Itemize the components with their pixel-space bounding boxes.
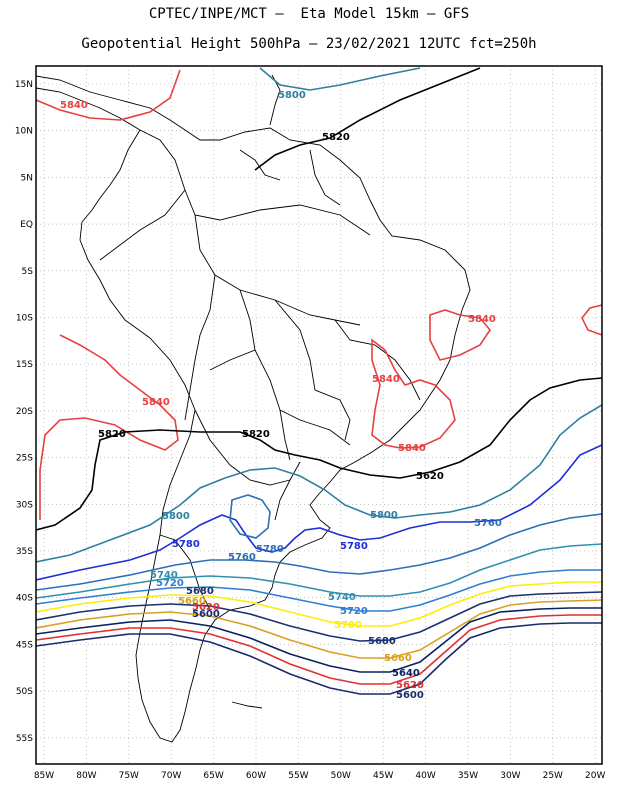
lon-label: 65W bbox=[203, 771, 223, 781]
label-5760-e: 5760 bbox=[474, 518, 502, 529]
lon-label: 40W bbox=[415, 771, 435, 781]
label-5740-e: 5740 bbox=[328, 592, 356, 603]
label-5760-c: 5760 bbox=[228, 552, 256, 563]
label-5780-w: 5780 bbox=[172, 539, 200, 550]
contour-5840-far-e bbox=[581, 304, 602, 336]
contour-5640 bbox=[36, 607, 602, 673]
label-5800-w: 5800 bbox=[162, 511, 190, 522]
label-5680-w: 5680 bbox=[186, 586, 214, 597]
contour-5800 bbox=[36, 404, 602, 563]
contour-5700 bbox=[36, 581, 602, 627]
lon-label: 50W bbox=[331, 771, 351, 781]
coastline bbox=[36, 74, 471, 743]
label-5840-w: 5840 bbox=[142, 397, 170, 408]
lat-label: EQ bbox=[20, 220, 33, 230]
label-5820-c: 5820 bbox=[242, 429, 270, 440]
label-5800-n: 5800 bbox=[278, 90, 306, 101]
label-5820-w: 5820 bbox=[98, 429, 126, 440]
label-5700-e: 5700 bbox=[334, 620, 362, 631]
contour-5620 bbox=[36, 614, 602, 685]
lat-label: 10S bbox=[16, 314, 33, 324]
lon-label: 30W bbox=[500, 771, 520, 781]
lon-label: 45W bbox=[373, 771, 393, 781]
label-5600-w: 5600 bbox=[192, 609, 220, 620]
label-5620-e2: 5620 bbox=[396, 680, 424, 691]
contour-5600 bbox=[36, 622, 602, 695]
label-5660-w: 5660 bbox=[178, 596, 206, 607]
label-5620-w: 5620 bbox=[192, 602, 220, 613]
contour-5660 bbox=[36, 599, 602, 659]
contour-5840-ne bbox=[429, 309, 491, 361]
label-5820-n: 5820 bbox=[322, 132, 350, 143]
label-5800-e: 5800 bbox=[370, 510, 398, 521]
lat-label: 5N bbox=[21, 173, 33, 183]
label-5840-se2: 5840 bbox=[398, 443, 426, 454]
label-5620-e: 5620 bbox=[416, 471, 444, 482]
lat-label: 55S bbox=[16, 734, 33, 744]
contour-5720 bbox=[36, 569, 602, 612]
lon-label: 25W bbox=[543, 771, 563, 781]
chart-title-line1: CPTEC/INPE/MCT – Eta Model 15km – GFS bbox=[148, 6, 470, 22]
contour-5800-n bbox=[259, 67, 421, 91]
map-frame bbox=[35, 65, 603, 765]
lat-label: 15S bbox=[16, 360, 33, 370]
contour-5680 bbox=[36, 591, 602, 642]
label-5840-ne: 5840 bbox=[468, 314, 496, 325]
label-5680-e: 5680 bbox=[368, 636, 396, 647]
lon-label: 20W bbox=[585, 771, 605, 781]
lat-label: 15N bbox=[15, 80, 33, 90]
label-5720-e: 5720 bbox=[340, 606, 368, 617]
geopotential-contours bbox=[36, 67, 602, 695]
contour-5840-nw bbox=[36, 69, 181, 121]
latitude-labels: 15N 10N 5N EQ 5S 10S 15S 20S 25S 30S 35S 40S 45S 50S 5… bbox=[15, 80, 33, 744]
label-5660-e: 5660 bbox=[384, 653, 412, 664]
lon-label: 55W bbox=[288, 771, 308, 781]
lon-label: 60W bbox=[246, 771, 266, 781]
lat-label: 50S bbox=[16, 687, 33, 697]
contour-5760-loop bbox=[229, 494, 271, 539]
lat-label: 10N bbox=[15, 127, 33, 137]
contour-5820-n bbox=[254, 67, 481, 171]
label-5780-c: 5780 bbox=[256, 544, 284, 555]
chart-title-line2: Geopotential Height 500hPa – 23/02/2021 … bbox=[81, 36, 537, 52]
label-5640-e: 5640 bbox=[392, 668, 420, 679]
contour-labels: 5840 5800 5820 5840 5840 5840 5840 5820 … bbox=[60, 90, 502, 701]
lon-label: 35W bbox=[458, 771, 478, 781]
lon-label: 85W bbox=[34, 771, 54, 781]
label-5720-w: 5720 bbox=[156, 578, 184, 589]
lat-label: 40S bbox=[16, 594, 33, 604]
lon-label: 80W bbox=[76, 771, 96, 781]
contour-5840-w bbox=[39, 334, 179, 520]
longitude-labels: 85W 80W 75W 70W 65W 60W 55W 50W 45W 40W 35W 30W 25W 2… bbox=[34, 771, 606, 781]
contour-5760 bbox=[36, 513, 602, 591]
label-5600-e: 5600 bbox=[396, 690, 424, 701]
contour-5780 bbox=[36, 444, 602, 581]
contour-5840-se bbox=[371, 338, 456, 449]
label-5840-nw: 5840 bbox=[60, 100, 88, 111]
label-5780-e: 5780 bbox=[340, 541, 368, 552]
lat-lon-grid bbox=[36, 66, 602, 764]
lat-label: 20S bbox=[16, 407, 33, 417]
lat-label: 25S bbox=[16, 454, 33, 464]
label-5740-w: 5740 bbox=[150, 570, 178, 581]
lat-label: 45S bbox=[16, 640, 33, 650]
lon-label: 70W bbox=[161, 771, 181, 781]
lat-label: 35S bbox=[16, 547, 33, 557]
lon-label: 75W bbox=[119, 771, 139, 781]
contour-5820-mid bbox=[36, 377, 602, 531]
label-5840-se1: 5840 bbox=[372, 374, 400, 385]
lat-label: 5S bbox=[22, 267, 34, 277]
contour-5740 bbox=[36, 543, 602, 599]
lat-label: 30S bbox=[16, 500, 33, 510]
